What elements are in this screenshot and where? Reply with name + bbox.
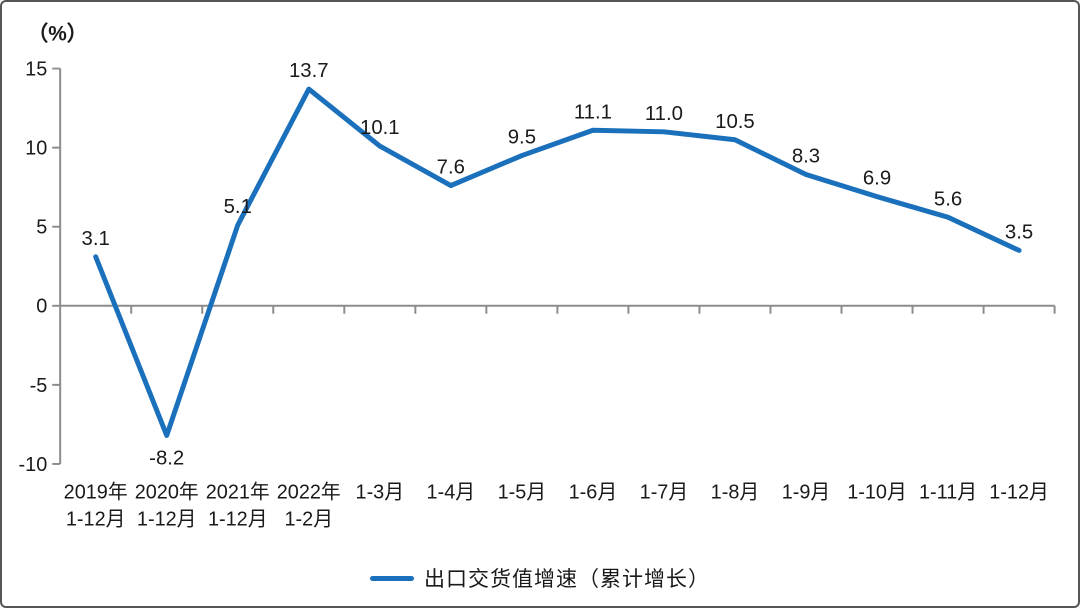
data-line xyxy=(93,86,1022,438)
x-tick-label: 1-2月 xyxy=(285,509,334,531)
x-tick-label: 2021年 xyxy=(206,482,270,504)
data-point-label: 10.1 xyxy=(360,117,400,139)
y-tick-label: 5 xyxy=(36,217,47,239)
y-axis-unit-label: （%） xyxy=(27,22,87,46)
x-axis-labels: 2019年 1-12月 2020年 1-12月 2021年 1-12月 2022年 1-2月 1… xyxy=(64,482,1049,531)
data-labels: 3.1 -8.2 5.1 13.7 10.1 7.6 9.5 11.1 11.0 10.5 8.3 6… xyxy=(82,60,1034,469)
y-axis: 15 10 5 0 -5 -10 xyxy=(19,59,62,476)
data-point-label: 9.5 xyxy=(508,127,536,149)
data-point-label: 6.9 xyxy=(863,168,891,190)
x-tick-label: 1-5月 xyxy=(498,482,547,504)
data-point-label: 5.1 xyxy=(224,196,252,218)
y-tick-label: 10 xyxy=(25,138,47,160)
data-point-label: 3.1 xyxy=(82,228,110,250)
data-point-label: 13.7 xyxy=(289,60,329,82)
data-point-label: 7.6 xyxy=(437,157,465,179)
chart-legend: 出口交货值增速（累计增长） xyxy=(2,563,1078,593)
x-tick-label: 1-12月 xyxy=(66,509,126,531)
data-point-label: 5.6 xyxy=(934,188,962,210)
x-tick-label: 2020年 xyxy=(135,482,199,504)
x-axis xyxy=(60,304,1056,314)
data-point-label: -8.2 xyxy=(149,447,184,469)
legend-label: 出口交货值增速（累计增长） xyxy=(424,568,710,591)
x-tick-label: 1-9月 xyxy=(782,482,831,504)
y-tick-label: -5 xyxy=(30,375,48,397)
legend-line-swatch xyxy=(370,575,414,581)
x-tick-label: 1-11月 xyxy=(919,482,977,504)
x-tick-label: 1-4月 xyxy=(427,482,476,504)
y-tick-label: 0 xyxy=(36,296,47,318)
data-point-label: 8.3 xyxy=(792,146,820,168)
x-tick-label: 2022年 xyxy=(277,482,341,504)
x-tick-label: 1-12月 xyxy=(989,482,1049,504)
x-tick-label: 1-7月 xyxy=(640,482,689,504)
data-point-label: 11.1 xyxy=(574,101,612,123)
x-tick-label: 2019年 xyxy=(64,482,128,504)
x-tick-label: 1-10月 xyxy=(847,482,907,504)
x-tick-label: 1-12月 xyxy=(208,509,268,531)
x-tick-label: 1-8月 xyxy=(711,482,760,504)
data-point-label: 11.0 xyxy=(645,103,683,125)
x-tick-label: 1-3月 xyxy=(356,482,405,504)
data-point-label: 10.5 xyxy=(715,111,755,133)
x-tick-label: 1-6月 xyxy=(569,482,618,504)
x-tick-label: 1-12月 xyxy=(137,509,197,531)
y-tick-label: -10 xyxy=(19,454,48,476)
y-tick-label: 15 xyxy=(25,59,47,81)
data-point-label: 3.5 xyxy=(1005,222,1033,244)
